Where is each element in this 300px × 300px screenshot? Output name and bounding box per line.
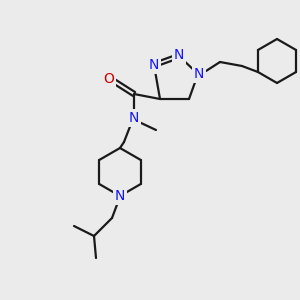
Text: N: N: [194, 67, 204, 81]
Text: O: O: [103, 72, 114, 86]
Text: N: N: [115, 189, 125, 203]
Text: N: N: [149, 58, 159, 72]
Text: N: N: [129, 111, 139, 125]
Text: N: N: [174, 48, 184, 62]
